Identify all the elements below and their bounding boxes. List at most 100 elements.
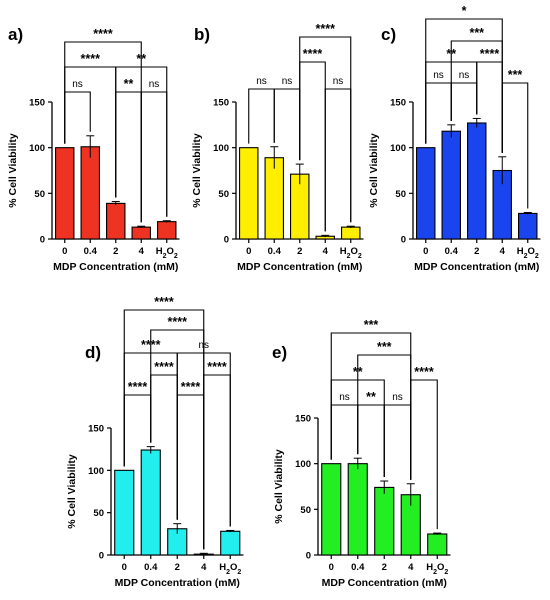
y-tick-label: 0	[40, 235, 45, 246]
x-tick-label: 2	[474, 246, 479, 257]
significance-label: ****	[93, 27, 113, 41]
significance-bracket	[273, 88, 301, 161]
y-tick-label: 0	[99, 551, 104, 562]
significance-label: ****	[168, 315, 188, 329]
bar-3	[131, 226, 151, 240]
y-axis-title: % Cell Viability	[368, 133, 380, 208]
significance-label: ****	[290, 0, 310, 3]
x-tick-label: 0.4	[351, 562, 365, 573]
x-tick-label: H2O2	[219, 562, 241, 576]
bar-0	[239, 147, 259, 240]
significance-bracket	[248, 88, 275, 144]
x-tick-label: H2O2	[156, 246, 178, 260]
bar-0	[321, 463, 342, 556]
significance-label: ****	[154, 360, 174, 374]
y-tick-label: 50	[395, 189, 406, 200]
x-tick-label: 0.4	[445, 246, 459, 257]
bar-2	[106, 202, 126, 240]
x-axis-title: MDP Concentration (mM)	[322, 577, 447, 589]
panel-label: d)	[85, 343, 101, 362]
y-tick-label: 50	[34, 189, 45, 200]
y-tick-label: 150	[88, 424, 104, 435]
x-tick-label: H2O2	[426, 562, 448, 576]
bar-4	[518, 212, 538, 240]
significance-label: ***	[364, 318, 379, 332]
x-tick-label: 0	[423, 246, 428, 257]
significance-bracket	[115, 91, 142, 223]
significance-bracket	[176, 394, 205, 550]
y-axis-title: % Cell Viability	[191, 133, 203, 208]
x-tick-label: 0.4	[84, 246, 98, 257]
significance-label: **	[366, 390, 376, 404]
significance-bracket	[450, 82, 478, 121]
significance-bracket	[299, 36, 352, 223]
significance-bracket	[64, 41, 142, 223]
significance-label: ***	[469, 26, 484, 40]
significance-bracket	[330, 404, 359, 460]
significance-label: ***	[377, 340, 392, 354]
significance-label: ns	[256, 76, 267, 87]
x-tick-label: 4	[323, 246, 329, 257]
y-tick-label: 100	[29, 143, 45, 154]
x-tick-label: 2	[113, 246, 118, 257]
x-tick-label: 2	[297, 246, 302, 257]
y-tick-label: 150	[390, 98, 406, 109]
x-tick-label: 0	[62, 246, 67, 257]
significance-label: ns	[459, 70, 470, 81]
significance-label: ****	[414, 365, 434, 379]
significance-label: *	[462, 4, 467, 18]
y-axis-title: % Cell Viability	[273, 449, 285, 524]
y-tick-label: 100	[390, 143, 406, 154]
significance-label: ns	[149, 79, 160, 90]
chart-panel-d: d) 0 50 100 150 % Cell Viability 0 0.4 2 4 H2O2MDP…	[66, 295, 244, 589]
significance-label: ****	[154, 295, 174, 309]
panel-label: a)	[8, 25, 23, 44]
bar-0	[114, 469, 135, 556]
significance-label: ns	[433, 70, 444, 81]
bar-4	[341, 226, 361, 240]
x-tick-label: 0	[246, 246, 251, 257]
x-tick-label: 4	[139, 246, 145, 257]
panel-label: b)	[194, 25, 210, 44]
significance-label: ns	[72, 79, 83, 90]
chart-panel-a: a) 0 50 100 150 % Cell Viability 0 0.4 2 4 H2O2MDP…	[7, 25, 180, 273]
significance-bracket	[330, 332, 412, 480]
x-axis-title: MDP Concentration (mM)	[237, 261, 362, 273]
y-axis-title: % Cell Viability	[66, 454, 78, 529]
bar-1	[80, 146, 100, 240]
significance-label: ns	[339, 392, 350, 403]
panel-label: c)	[381, 25, 396, 44]
significance-label: ****	[480, 47, 500, 61]
bar-0	[416, 147, 436, 240]
bar-4	[220, 530, 241, 556]
x-axis-title: MDP Concentration (mM)	[414, 261, 539, 273]
bar-0	[55, 147, 75, 240]
x-tick-label: 2	[382, 562, 387, 573]
bar-1	[347, 463, 368, 556]
y-tick-label: 100	[295, 459, 311, 470]
bar-4	[157, 221, 177, 240]
bar-1	[264, 157, 284, 240]
significance-label: ****	[303, 47, 323, 61]
significance-label: ****	[128, 380, 148, 394]
y-tick-label: 150	[295, 414, 311, 425]
significance-bracket	[140, 91, 168, 223]
significance-label: **	[124, 77, 134, 91]
x-tick-label: 0.4	[144, 562, 158, 573]
y-tick-label: 0	[224, 235, 229, 246]
significance-label: ****	[207, 360, 227, 374]
x-tick-label: H2O2	[517, 246, 539, 260]
x-axis-title: MDP Concentration (mM)	[115, 577, 240, 589]
bar-2	[467, 122, 487, 240]
significance-label: ***	[508, 68, 523, 82]
x-tick-label: 4	[500, 246, 506, 257]
bar-1	[140, 449, 161, 556]
y-tick-label: 100	[88, 466, 104, 477]
significance-bracket	[203, 374, 231, 550]
y-tick-label: 50	[93, 508, 104, 519]
x-axis-title: MDP Concentration (mM)	[53, 261, 178, 273]
chart-panel-b: b) 0 50 100 150 % Cell Viability 0 0.4 2 4 H2O2MDP…	[191, 0, 364, 273]
y-tick-label: 150	[29, 98, 45, 109]
significance-bracket	[383, 404, 412, 480]
